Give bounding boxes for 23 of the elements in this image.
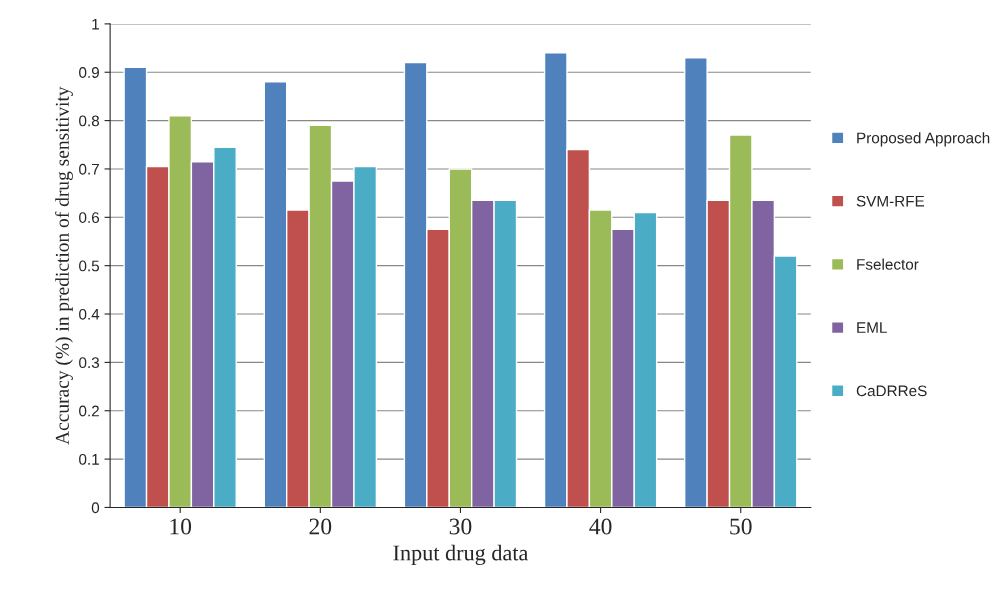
x-tick-label: 40 — [589, 518, 612, 535]
legend-label: EML — [857, 322, 887, 333]
y-tick-label: 0.3 — [79, 357, 100, 369]
y-axis-title: Accuracy (%) in prediction of drug sensitivity — [55, 86, 73, 445]
legend-label: Fselector — [857, 258, 919, 270]
x-tick-label: 30 — [449, 518, 472, 535]
y-tick-label: 0.7 — [79, 163, 99, 175]
legend-label: SVM-RFE — [856, 195, 925, 207]
x-axis-title: Input drug data — [393, 544, 529, 566]
y-tick-label: 0.1 — [79, 453, 99, 465]
x-tick-label: 10 — [170, 518, 192, 535]
y-tick-label: 0.4 — [79, 308, 100, 320]
y-tick-label: 0.6 — [79, 212, 100, 223]
legend-label: Proposed Approach — [857, 132, 990, 147]
x-tick-label: 50 — [730, 518, 752, 535]
y-tick-label: 0.8 — [79, 115, 100, 127]
y-tick-label: 0.9 — [79, 67, 99, 78]
y-tick-label: 0.2 — [79, 405, 99, 417]
x-tick-label: 20 — [309, 518, 332, 535]
y-tick-label: 1 — [92, 18, 99, 30]
legend-label: CaDRReS — [856, 385, 927, 397]
y-tick-label: 0 — [91, 502, 100, 514]
y-tick-label: 0.5 — [79, 260, 100, 272]
